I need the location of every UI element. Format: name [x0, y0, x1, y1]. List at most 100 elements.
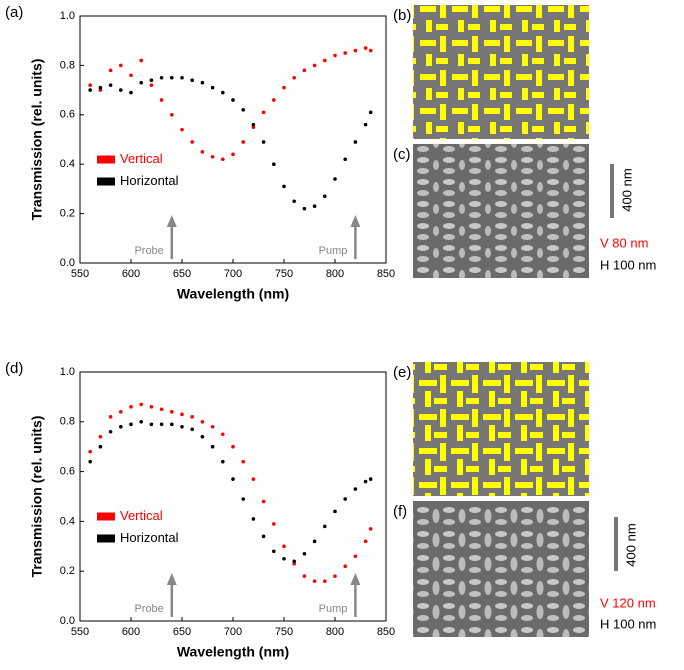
- point: [159, 98, 164, 102]
- point: [170, 75, 174, 80]
- design-image: [413, 362, 589, 496]
- point: [363, 122, 368, 127]
- panel-label: (d): [5, 360, 23, 377]
- point: [302, 68, 307, 73]
- point: [139, 58, 143, 63]
- point: [231, 152, 235, 157]
- point: [149, 83, 154, 87]
- point: [241, 497, 245, 501]
- point: [241, 459, 245, 464]
- x-tick-label: 650: [173, 626, 191, 638]
- y-tick-label: 0.8: [60, 59, 75, 71]
- annotation: Probe: [134, 603, 163, 615]
- point: [353, 140, 358, 144]
- point: [139, 80, 143, 85]
- arrow-head: [166, 215, 177, 227]
- point: [302, 206, 307, 211]
- x-tick-label: 800: [326, 626, 344, 638]
- point: [261, 110, 266, 115]
- point: [312, 539, 317, 544]
- point: [98, 444, 103, 449]
- point: [292, 199, 297, 204]
- point: [221, 90, 225, 95]
- point: [190, 78, 194, 83]
- point: [323, 194, 327, 199]
- point: [251, 517, 256, 521]
- y-axis-label: Transmission (rel. units): [29, 59, 45, 221]
- point: [200, 420, 205, 424]
- point: [261, 534, 266, 539]
- point: [170, 410, 174, 414]
- point: [129, 422, 133, 427]
- point: [241, 108, 245, 112]
- point: [333, 509, 337, 514]
- panel-label: (a): [5, 4, 23, 21]
- legend-swatch: [97, 534, 115, 543]
- point: [88, 83, 92, 87]
- y-tick-label: 0.4: [60, 515, 75, 527]
- x-tick-label: 550: [71, 268, 89, 280]
- y-tick-label: 1.0: [60, 10, 75, 22]
- point: [282, 85, 286, 90]
- arrow-head: [350, 215, 361, 227]
- y-tick-label: 0.2: [60, 565, 75, 577]
- point: [180, 412, 184, 417]
- x-tick-label: 850: [377, 626, 395, 638]
- point: [292, 75, 297, 80]
- point: [333, 574, 337, 578]
- point: [368, 477, 373, 481]
- plot-frame: [79, 371, 387, 622]
- x-axis-label: Wavelength (nm): [177, 286, 289, 302]
- point: [190, 427, 194, 432]
- point: [180, 127, 184, 132]
- point: [241, 140, 245, 144]
- plot-frame: [79, 15, 387, 264]
- point: [190, 415, 194, 419]
- point: [363, 479, 368, 484]
- point: [323, 524, 327, 529]
- point: [88, 459, 92, 464]
- point: [251, 477, 256, 481]
- point: [119, 63, 123, 68]
- point: [139, 420, 143, 424]
- point: [343, 497, 348, 501]
- point: [159, 407, 164, 412]
- point: [149, 78, 154, 83]
- point: [190, 140, 194, 144]
- legend-label: Vertical: [120, 508, 163, 523]
- scale-label: 400 nm: [619, 168, 634, 211]
- point: [119, 410, 123, 414]
- point: [353, 48, 358, 53]
- point: [170, 113, 174, 117]
- design-image: [413, 5, 589, 139]
- point: [180, 75, 184, 80]
- point: [282, 544, 286, 549]
- x-tick-label: 750: [275, 626, 293, 638]
- point: [368, 48, 373, 53]
- point: [292, 559, 297, 564]
- point: [363, 539, 368, 544]
- point: [159, 422, 164, 427]
- size-label: H 100 nm: [600, 616, 656, 631]
- point: [108, 429, 113, 434]
- y-tick-label: 0.2: [60, 208, 75, 220]
- y-tick-label: 0.4: [60, 158, 75, 170]
- x-tick-label: 650: [173, 268, 191, 280]
- arrow-head: [350, 573, 361, 585]
- point: [129, 405, 133, 409]
- y-tick-label: 0.6: [60, 466, 75, 478]
- point: [312, 579, 317, 583]
- point: [231, 477, 235, 481]
- y-tick-label: 1.0: [60, 366, 75, 378]
- point: [108, 415, 113, 419]
- panel-label: (e): [393, 364, 411, 381]
- point: [129, 90, 133, 95]
- point: [333, 53, 337, 58]
- annotation: Probe: [134, 245, 163, 257]
- point: [353, 487, 358, 491]
- point: [129, 73, 133, 78]
- point: [98, 85, 103, 90]
- point: [221, 157, 225, 162]
- point: [231, 444, 235, 449]
